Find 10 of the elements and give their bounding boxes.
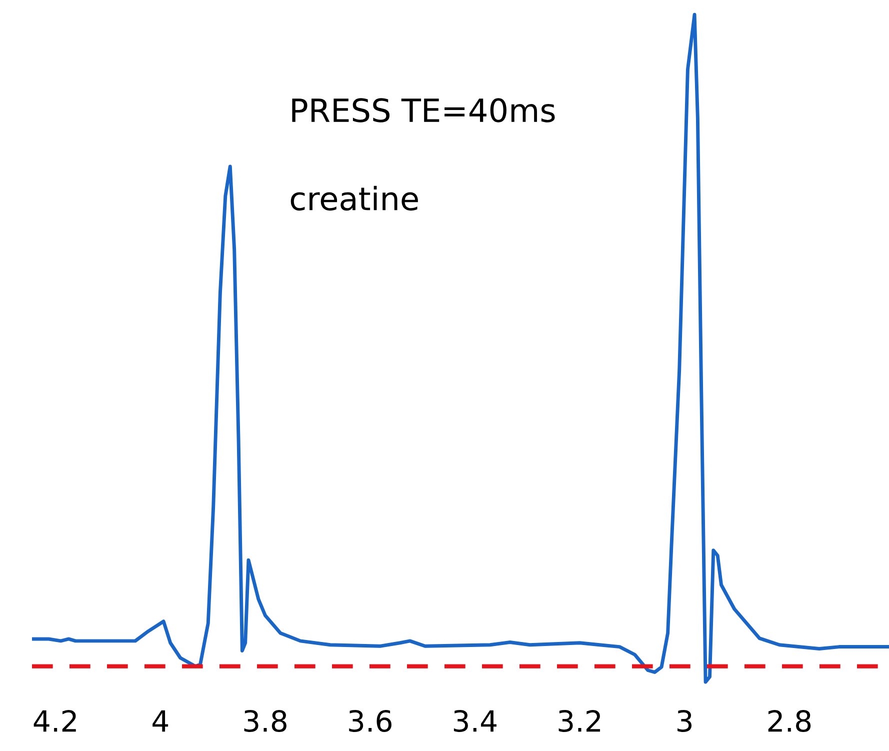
x-tick-label: 3.8 [244,710,286,732]
x-tick-label: 3.6 [349,710,392,732]
x-tick-label: 4 [152,710,168,732]
x-tick-label: 3.4 [454,710,496,732]
annotation: PRESS TE=40ms [292,98,555,122]
x-tick-label: 4.2 [34,710,76,732]
x-tick-label: 3.2 [558,710,600,732]
x-tick-label: 2.8 [768,710,811,732]
annotation: creatine [290,186,418,211]
x-tick-label: 3 [678,710,692,732]
